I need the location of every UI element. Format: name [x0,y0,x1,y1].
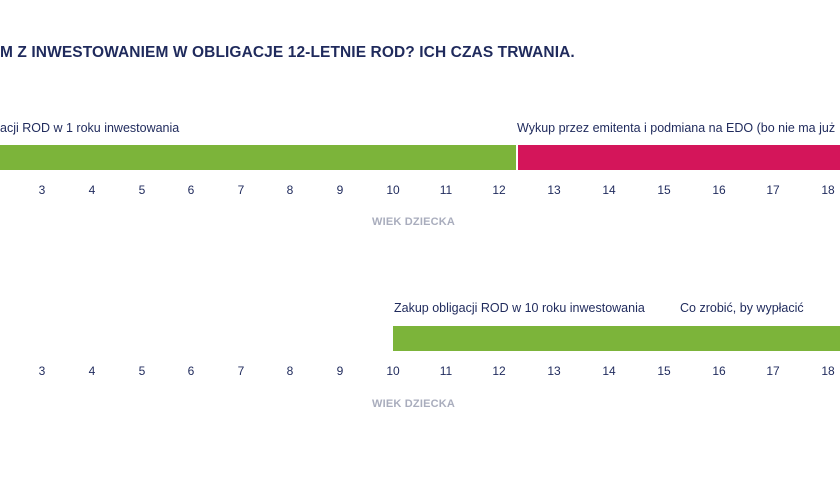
age-tick-10: 10 [386,183,400,197]
age-tick-7: 7 [237,364,245,378]
segment-label-how-to-withdraw: Co zrobić, by wypłacić [680,301,804,315]
segment-label-rod-year-10: Zakup obligacji ROD w 10 roku inwestowan… [394,301,645,315]
age-tick-5: 5 [138,364,146,378]
age-tick-4: 4 [88,183,96,197]
age-tick-7: 7 [237,183,245,197]
age-tick-4: 4 [88,364,96,378]
chart-title: M Z INWESTOWANIEM W OBLIGACJE 12-LETNIE … [0,44,575,61]
age-tick-11: 11 [439,183,453,197]
age-tick-16: 16 [712,183,726,197]
axis-caption-2: WIEK DZIECKA [372,398,456,410]
age-tick-18: 18 [821,364,835,378]
age-tick-16: 16 [712,364,726,378]
age-tick-3: 3 [38,364,46,378]
age-tick-12: 12 [492,183,506,197]
age-tick-14: 14 [602,183,616,197]
age-tick-9: 9 [336,364,344,378]
axis-caption-1: WIEK DZIECKA [372,216,456,228]
age-tick-11: 11 [439,364,453,378]
age-tick-13: 13 [547,364,561,378]
segment-bar-rod-year-1 [0,145,516,170]
age-tick-6: 6 [187,183,195,197]
segment-bar-rod-year-10 [393,326,840,351]
segment-label-rod-year-1: acji ROD w 1 roku inwestowania [0,121,180,135]
age-tick-9: 9 [336,183,344,197]
age-tick-8: 8 [286,183,294,197]
segment-bar-buyback-edo [517,145,840,170]
segment-label-buyback-edo: Wykup przez emitenta i podmiana na EDO (… [517,121,836,135]
age-tick-8: 8 [286,364,294,378]
age-tick-3: 3 [38,183,46,197]
age-tick-18: 18 [821,183,835,197]
age-tick-12: 12 [492,364,506,378]
age-tick-17: 17 [766,364,780,378]
age-tick-14: 14 [602,364,616,378]
age-tick-5: 5 [138,183,146,197]
age-tick-10: 10 [386,364,400,378]
age-tick-15: 15 [657,364,671,378]
age-tick-6: 6 [187,364,195,378]
age-tick-15: 15 [657,183,671,197]
age-tick-13: 13 [547,183,561,197]
age-tick-17: 17 [766,183,780,197]
